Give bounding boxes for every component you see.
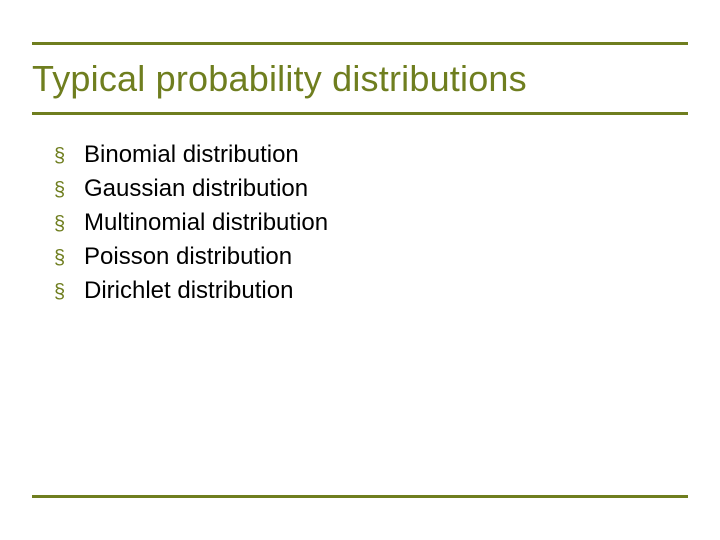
title-underline	[32, 112, 688, 115]
list-item-label: Dirichlet distribution	[84, 276, 293, 306]
slide-title: Typical probability distributions	[32, 58, 527, 100]
bottom-divider	[32, 495, 688, 498]
list-item-label: Multinomial distribution	[84, 208, 328, 238]
list-item: § Multinomial distribution	[54, 208, 328, 238]
list-item: § Poisson distribution	[54, 242, 328, 272]
bullet-icon: §	[54, 244, 84, 272]
slide: Typical probability distributions § Bino…	[0, 0, 720, 540]
top-divider	[32, 42, 688, 45]
list-item: § Dirichlet distribution	[54, 276, 328, 306]
bullet-icon: §	[54, 142, 84, 170]
list-item: § Gaussian distribution	[54, 174, 328, 204]
list-item-label: Binomial distribution	[84, 140, 299, 170]
bullet-icon: §	[54, 176, 84, 204]
list-item-label: Poisson distribution	[84, 242, 292, 272]
bullet-list: § Binomial distribution § Gaussian distr…	[54, 140, 328, 310]
bullet-icon: §	[54, 210, 84, 238]
list-item: § Binomial distribution	[54, 140, 328, 170]
bullet-icon: §	[54, 278, 84, 306]
list-item-label: Gaussian distribution	[84, 174, 308, 204]
